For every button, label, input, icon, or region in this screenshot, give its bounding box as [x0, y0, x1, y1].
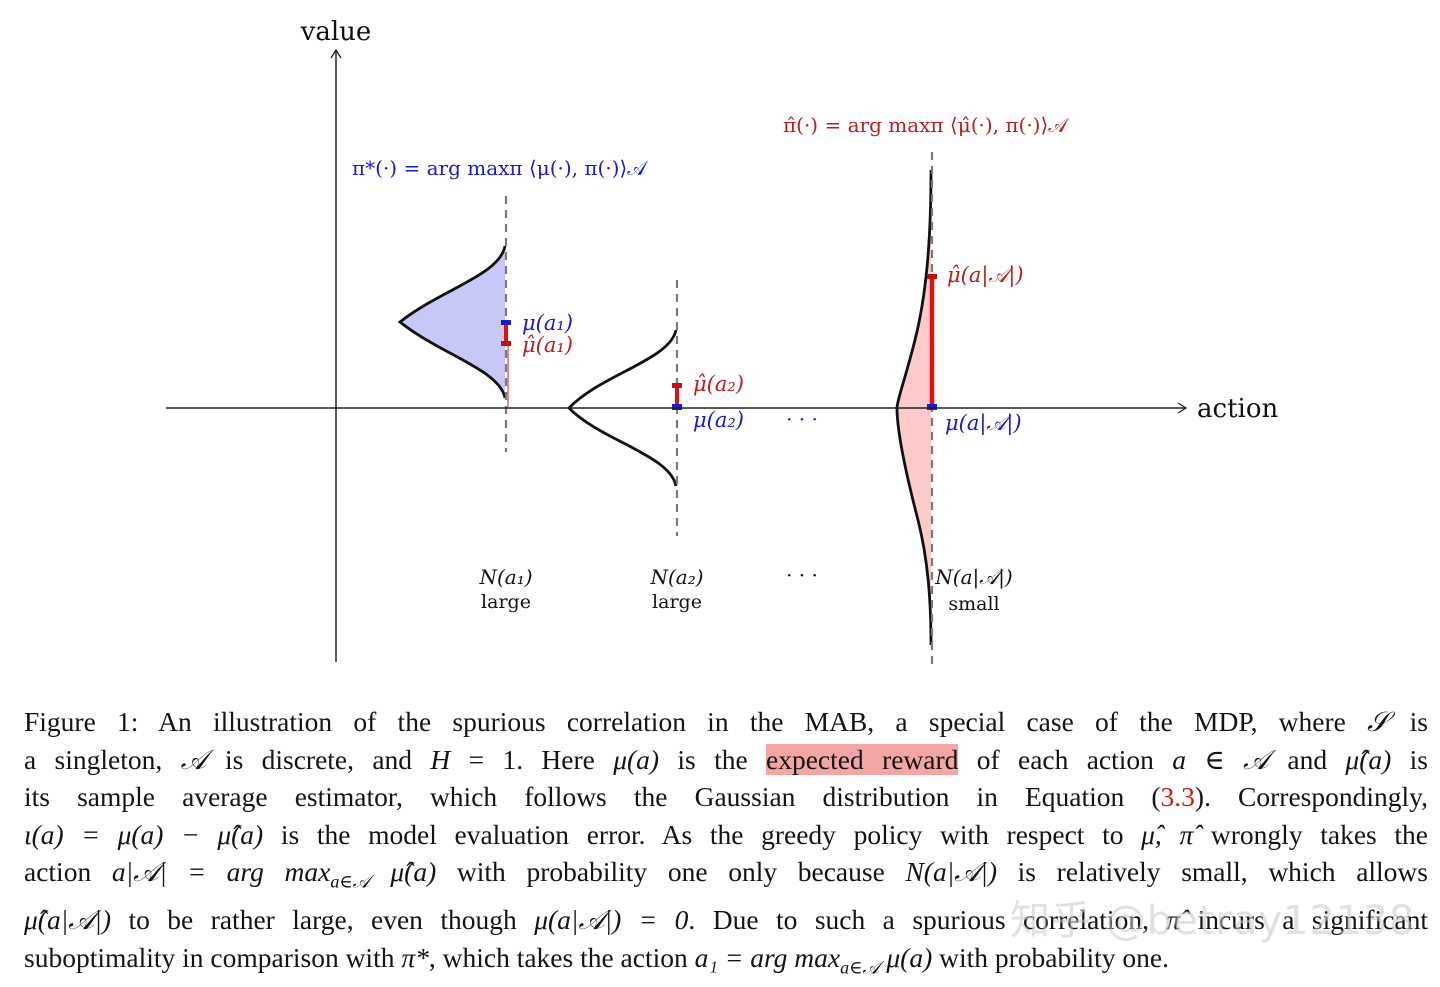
- optimal-policy-formula: π*(·) = arg maxπ ⟨μ(·), π(·)⟩𝒜: [352, 156, 648, 180]
- error-bar-a-last: [927, 274, 937, 410]
- caption-math: μ̂(a|𝒜|): [24, 904, 112, 936]
- caption-math: H: [430, 743, 451, 775]
- caption-text: suboptimality in comparison with: [24, 942, 402, 974]
- caption-math: μ̂(a): [369, 856, 437, 888]
- caption-text: wrongly takes the: [1193, 818, 1428, 850]
- caption-text: and: [1269, 743, 1346, 775]
- count-label-a1: N(a₁): [478, 565, 532, 589]
- caption-text: of each action: [958, 743, 1173, 775]
- caption-text: is: [1391, 743, 1428, 775]
- caption-math: μ̂(a): [1345, 743, 1392, 775]
- caption-math: ι(a) = μ(a) − μ̂(a): [24, 818, 264, 850]
- caption-math-subscript: a∈𝒜: [330, 871, 370, 892]
- caption-math: a ∈ 𝒜: [1172, 743, 1270, 775]
- caption-text: with probability one.: [932, 942, 1170, 974]
- count-size-a2: large: [652, 591, 702, 613]
- highlighted-phrase[interactable]: expected reward: [766, 743, 959, 775]
- figure-caption: Figure 1: An illustration of the spuriou…: [24, 703, 1428, 987]
- mu-hat-label-a2: μ̂(a₂): [693, 372, 744, 396]
- caption-text: Figure 1: An illustration of the spuriou…: [24, 706, 1368, 737]
- x-axis-label: action: [1197, 394, 1278, 424]
- caption-line-3: its sample average estimator, which foll…: [24, 778, 1428, 816]
- caption-math: μ(a): [613, 743, 660, 775]
- caption-text: is the model evaluation error. As the gr…: [263, 818, 1142, 850]
- caption-math: a₁ = arg max: [694, 942, 841, 974]
- caption-text: to be rather large, even though: [111, 904, 535, 936]
- caption-text: is discrete, and: [206, 743, 431, 775]
- caption-math: a|𝒜| = arg max: [111, 856, 331, 888]
- caption-text: is the: [659, 743, 767, 775]
- mu-hat-label-a-last: μ̂(a|𝒜|): [947, 263, 1024, 288]
- caption-math: μ(a|𝒜|) = 0: [534, 904, 689, 936]
- mu-hat-label-a1: μ̂(a₁): [522, 333, 573, 357]
- error-bar-a2: [672, 383, 682, 410]
- caption-line-5: action a|𝒜| = arg maxa∈𝒜 μ̂(a) with prob…: [24, 853, 1428, 901]
- caption-math-subscript: a∈𝒜: [840, 957, 880, 978]
- caption-math: μ(a): [879, 942, 933, 974]
- caption-text: is: [1388, 706, 1428, 737]
- caption-math: π*: [401, 942, 429, 974]
- mu-label-a2: μ(a₂): [693, 408, 744, 432]
- caption-text: its sample average estimator, which foll…: [24, 781, 1161, 813]
- greedy-policy-formula: π̂(·) = arg maxπ ⟨μ̂(·), π(·)⟩𝒜: [783, 113, 1069, 137]
- caption-math: 𝒮: [1367, 706, 1389, 737]
- spurious-correlation-figure: value μ(a₁) μ̂(a₁) π*(·) = arg maxπ ⟨μ(·…: [166, 17, 1278, 664]
- caption-text: incurs a significant: [1180, 904, 1428, 936]
- caption-line-1: Figure 1: An illustration of the spuriou…: [24, 703, 1428, 741]
- caption-line-4: ι(a) = μ(a) − μ̂(a) is the model evaluat…: [24, 816, 1428, 854]
- count-label-a-last: N(a|𝒜|): [934, 565, 1012, 590]
- mu-label-a1: μ(a₁): [522, 311, 573, 335]
- caption-line-7: suboptimality in comparison with π*, whi…: [24, 939, 1428, 987]
- caption-text: action: [24, 856, 112, 888]
- distribution-a1: [397, 245, 507, 399]
- y-axis-label: value: [300, 17, 372, 47]
- error-bar-a1: [501, 320, 511, 346]
- axis-ellipsis: · · ·: [786, 407, 818, 431]
- caption-math: μ̂, π̂: [1141, 818, 1194, 850]
- caption-text: = 1. Here: [450, 743, 614, 775]
- count-size-a-last: small: [948, 593, 999, 615]
- caption-text: . Due to such a spurious correlation,: [688, 904, 1167, 936]
- caption-text: ). Correspondingly,: [1194, 781, 1428, 813]
- caption-text: is relatively small, which allows: [997, 856, 1428, 888]
- caption-line-6: μ̂(a|𝒜|) to be rather large, even though…: [24, 901, 1428, 939]
- caption-line-2: a singleton, 𝒜 is discrete, and H = 1. H…: [24, 741, 1428, 779]
- count-label-a2: N(a₂): [649, 565, 703, 589]
- equation-ref-link[interactable]: 3.3: [1160, 781, 1195, 813]
- caption-text: , which takes the action: [428, 942, 695, 974]
- caption-text: with probability one only because: [436, 856, 906, 888]
- caption-math: π̂: [1166, 904, 1181, 936]
- caption-math: 𝒜: [180, 743, 207, 775]
- caption-text: a singleton,: [24, 743, 181, 775]
- mu-label-a-last: μ(a|𝒜|): [945, 411, 1022, 436]
- count-size-a1: large: [481, 591, 531, 613]
- caption-math: N(a|𝒜|): [905, 856, 997, 888]
- count-ellipsis: · · ·: [786, 563, 818, 587]
